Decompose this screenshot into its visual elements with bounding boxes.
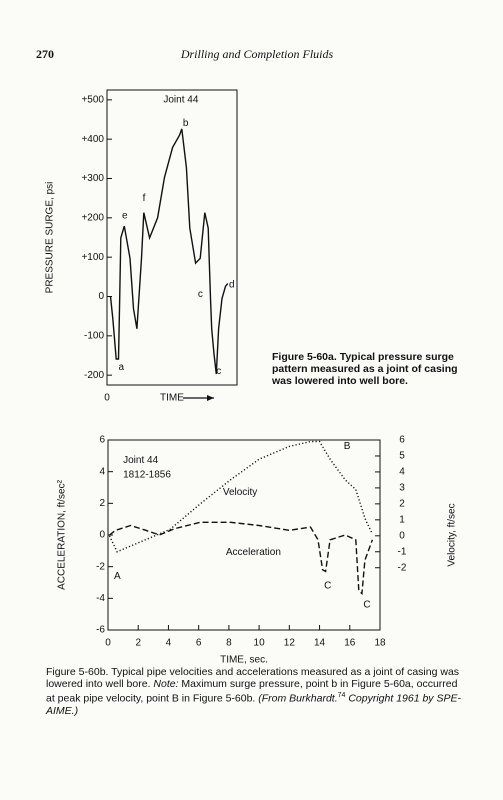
- x-axis-label: TIME: [160, 393, 184, 404]
- plot-frame: [106, 89, 238, 386]
- annotation: c: [198, 289, 203, 300]
- x-tick-label: 2: [135, 638, 141, 649]
- x-tick-label: 4: [166, 638, 172, 649]
- annotation: Joint 44: [163, 94, 198, 105]
- annotation: Joint 44: [123, 455, 158, 466]
- y2-tick-label: 2: [399, 499, 405, 510]
- x-tick-label: 18: [374, 638, 386, 649]
- y-tick-label: -2: [96, 561, 105, 572]
- y-tick-label: 6: [99, 435, 105, 446]
- y-tick-label: 0: [98, 291, 104, 302]
- x-tick-label: 14: [314, 638, 326, 649]
- caption-part: Note:: [153, 678, 179, 690]
- series-line: [109, 521, 374, 596]
- y2-tick-label: 6: [399, 435, 405, 446]
- caption-part: Figure 5-60b. Typical pipe velocities an…: [46, 666, 460, 690]
- y2-axis-label: Velocity, ft/sec: [447, 503, 458, 566]
- y-tick-label: -4: [96, 593, 105, 604]
- y-tick-label: +100: [81, 252, 104, 263]
- y2-tick-label: -2: [398, 562, 407, 573]
- annotation: a: [119, 362, 125, 373]
- y2-tick-label: 4: [399, 467, 405, 478]
- series-line: [108, 440, 374, 553]
- annotation: Acceleration: [226, 547, 281, 558]
- y-tick-label: -200: [84, 370, 104, 381]
- x-axis-label: TIME, sec.: [220, 655, 268, 666]
- page-number: 270: [36, 47, 54, 61]
- x-tick-label: 12: [284, 638, 296, 649]
- series-line: [109, 128, 229, 375]
- y2-tick-label: 1: [399, 514, 405, 525]
- annotation: b: [183, 118, 189, 129]
- caption-part: 74: [337, 692, 346, 699]
- caption-a: Figure 5-60a. Typical pressure surge pat…: [272, 351, 458, 387]
- x-tick-label: 10: [254, 638, 266, 649]
- caption-part: Maximum surge pressure, point b in Figur…: [46, 678, 458, 705]
- annotation: A: [114, 571, 121, 582]
- annotation: B: [344, 441, 351, 452]
- caption-part: Copyright 1961 by SPE-AIME.): [46, 692, 461, 717]
- annotation: d: [229, 279, 235, 290]
- x-tick-label: 16: [344, 638, 356, 649]
- caption-b: Figure 5-60b. Typical pipe velocities an…: [46, 666, 466, 717]
- y2-tick-label: 3: [399, 483, 405, 494]
- y-tick-label: 4: [99, 466, 105, 477]
- running-head: Drilling and Completion Fluids: [180, 47, 334, 61]
- y-tick-label: 0: [99, 530, 105, 541]
- y2-tick-label: 0: [399, 530, 405, 541]
- x-tick-label: 8: [226, 638, 232, 649]
- y-tick-label: +400: [81, 134, 104, 145]
- annotation: f: [143, 193, 146, 204]
- y2-tick-label: 5: [399, 451, 405, 462]
- y2-tick-label: -1: [398, 546, 407, 557]
- y-tick-label: 2: [99, 498, 105, 509]
- y-tick-label: +200: [81, 212, 104, 223]
- caption-part: (From Burkhardt.: [258, 692, 338, 705]
- annotation: C: [324, 580, 331, 591]
- x-tick-label: 0: [105, 638, 111, 649]
- annotation: 1812-1856: [123, 469, 171, 480]
- annotation: Velocity: [223, 487, 257, 498]
- y-tick-label: +500: [81, 94, 104, 105]
- annotation: C: [363, 599, 370, 610]
- y-tick-label: -100: [84, 330, 104, 341]
- time-arrowhead: [207, 395, 214, 401]
- y-tick-label: +300: [81, 173, 104, 184]
- y-axis-label: ACCELERATION, ft/sec²: [57, 479, 68, 590]
- y-axis-label: PRESSURE SURGE, psi: [45, 182, 56, 294]
- annotation: e: [122, 211, 128, 222]
- y-tick-label: -6: [96, 625, 105, 636]
- annotation: c: [216, 366, 221, 377]
- x-tick-label: 6: [196, 638, 202, 649]
- x-tick-label: 0: [104, 393, 110, 404]
